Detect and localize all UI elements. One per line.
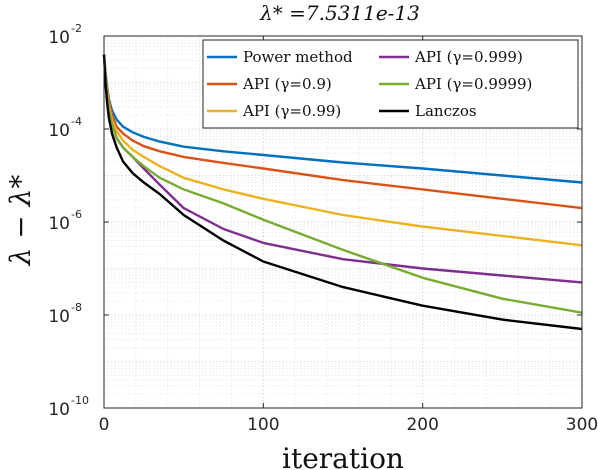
x-tick-label: 0: [99, 415, 110, 435]
y-tick-exponent: -10: [71, 394, 89, 407]
legend-label: API (γ=0.999): [414, 48, 523, 66]
x-axis-label: iteration: [282, 442, 404, 470]
series-lines: [102, 54, 583, 331]
y-tick-label: 10: [48, 28, 70, 48]
y-tick-exponent: -8: [71, 301, 82, 314]
y-tick-label: 10: [48, 214, 70, 234]
y-tick-exponent: -4: [71, 115, 82, 128]
y-tick-label: 10: [48, 121, 70, 141]
series-line: [102, 54, 583, 331]
y-tick-exponent: -6: [71, 208, 82, 221]
legend-label: API (γ=0.9999): [414, 75, 532, 93]
y-axis-label: λ − λ*: [4, 175, 37, 267]
x-tick-label: 200: [406, 415, 438, 435]
legend-label: API (γ=0.99): [242, 102, 341, 120]
y-tick-exponent: -2: [71, 22, 82, 35]
legend-label: Lanczos: [415, 102, 477, 120]
legend: Power method API (γ=0.999) API (γ=0.9) API …: [202, 39, 579, 129]
chart-title: λ* =7.5311e-13: [259, 1, 420, 25]
y-tick-label: 10: [48, 400, 70, 420]
legend-label: API (γ=0.9): [242, 75, 332, 93]
legend-label: Power method: [243, 48, 353, 66]
x-tick-label: 300: [566, 415, 598, 435]
y-tick-label: 10: [48, 307, 70, 327]
x-tick-label: 100: [247, 415, 279, 435]
